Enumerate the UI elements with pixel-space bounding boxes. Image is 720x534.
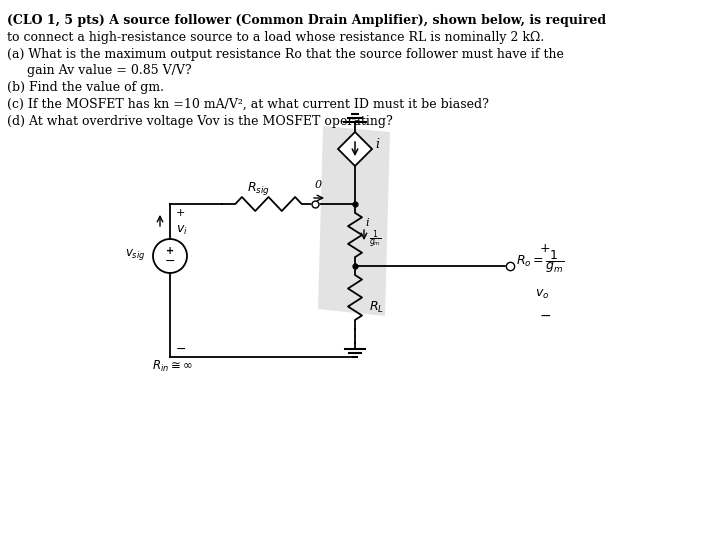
Text: $v_o$: $v_o$ [535, 287, 549, 301]
Text: $v_{sig}$: $v_{sig}$ [125, 247, 145, 262]
Text: 0: 0 [315, 180, 322, 190]
Polygon shape [318, 126, 390, 316]
Text: +: + [540, 241, 551, 255]
Text: (a) What is the maximum output resistance Ro that the source follower must have : (a) What is the maximum output resistanc… [7, 48, 564, 61]
Text: (d) At what overdrive voltage Vov is the MOSFET operating?: (d) At what overdrive voltage Vov is the… [7, 115, 392, 128]
Text: (b) Find the value of gm.: (b) Find the value of gm. [7, 81, 164, 94]
Text: $v_i$: $v_i$ [176, 223, 188, 237]
Text: gain Av value = 0.85 V/V?: gain Av value = 0.85 V/V? [7, 64, 192, 77]
Text: (c) If the MOSFET has kn =10 mA/V², at what current ID must it be biased?: (c) If the MOSFET has kn =10 mA/V², at w… [7, 98, 489, 111]
Text: $R_{sig}$: $R_{sig}$ [247, 180, 270, 197]
Text: $R_{in} \cong \infty$: $R_{in} \cong \infty$ [152, 359, 193, 374]
Text: $\frac{1}{g_m}$: $\frac{1}{g_m}$ [369, 229, 382, 252]
Text: −: − [540, 309, 552, 323]
Text: (CLO 1, 5 pts) A source follower (Common Drain Amplifier), shown below, is requi: (CLO 1, 5 pts) A source follower (Common… [7, 14, 606, 27]
Text: i: i [375, 138, 379, 152]
Text: $R_L$: $R_L$ [369, 300, 384, 315]
Text: +: + [176, 208, 185, 218]
Text: −: − [176, 342, 186, 356]
Text: to connect a high-resistance source to a load whose resistance RL is nominally 2: to connect a high-resistance source to a… [7, 31, 544, 44]
Text: $R_o = \dfrac{1}{g_m}$: $R_o = \dfrac{1}{g_m}$ [516, 248, 564, 276]
Text: i: i [365, 218, 369, 228]
Text: +: + [166, 246, 174, 256]
Text: −: − [165, 255, 175, 268]
Polygon shape [338, 132, 372, 166]
